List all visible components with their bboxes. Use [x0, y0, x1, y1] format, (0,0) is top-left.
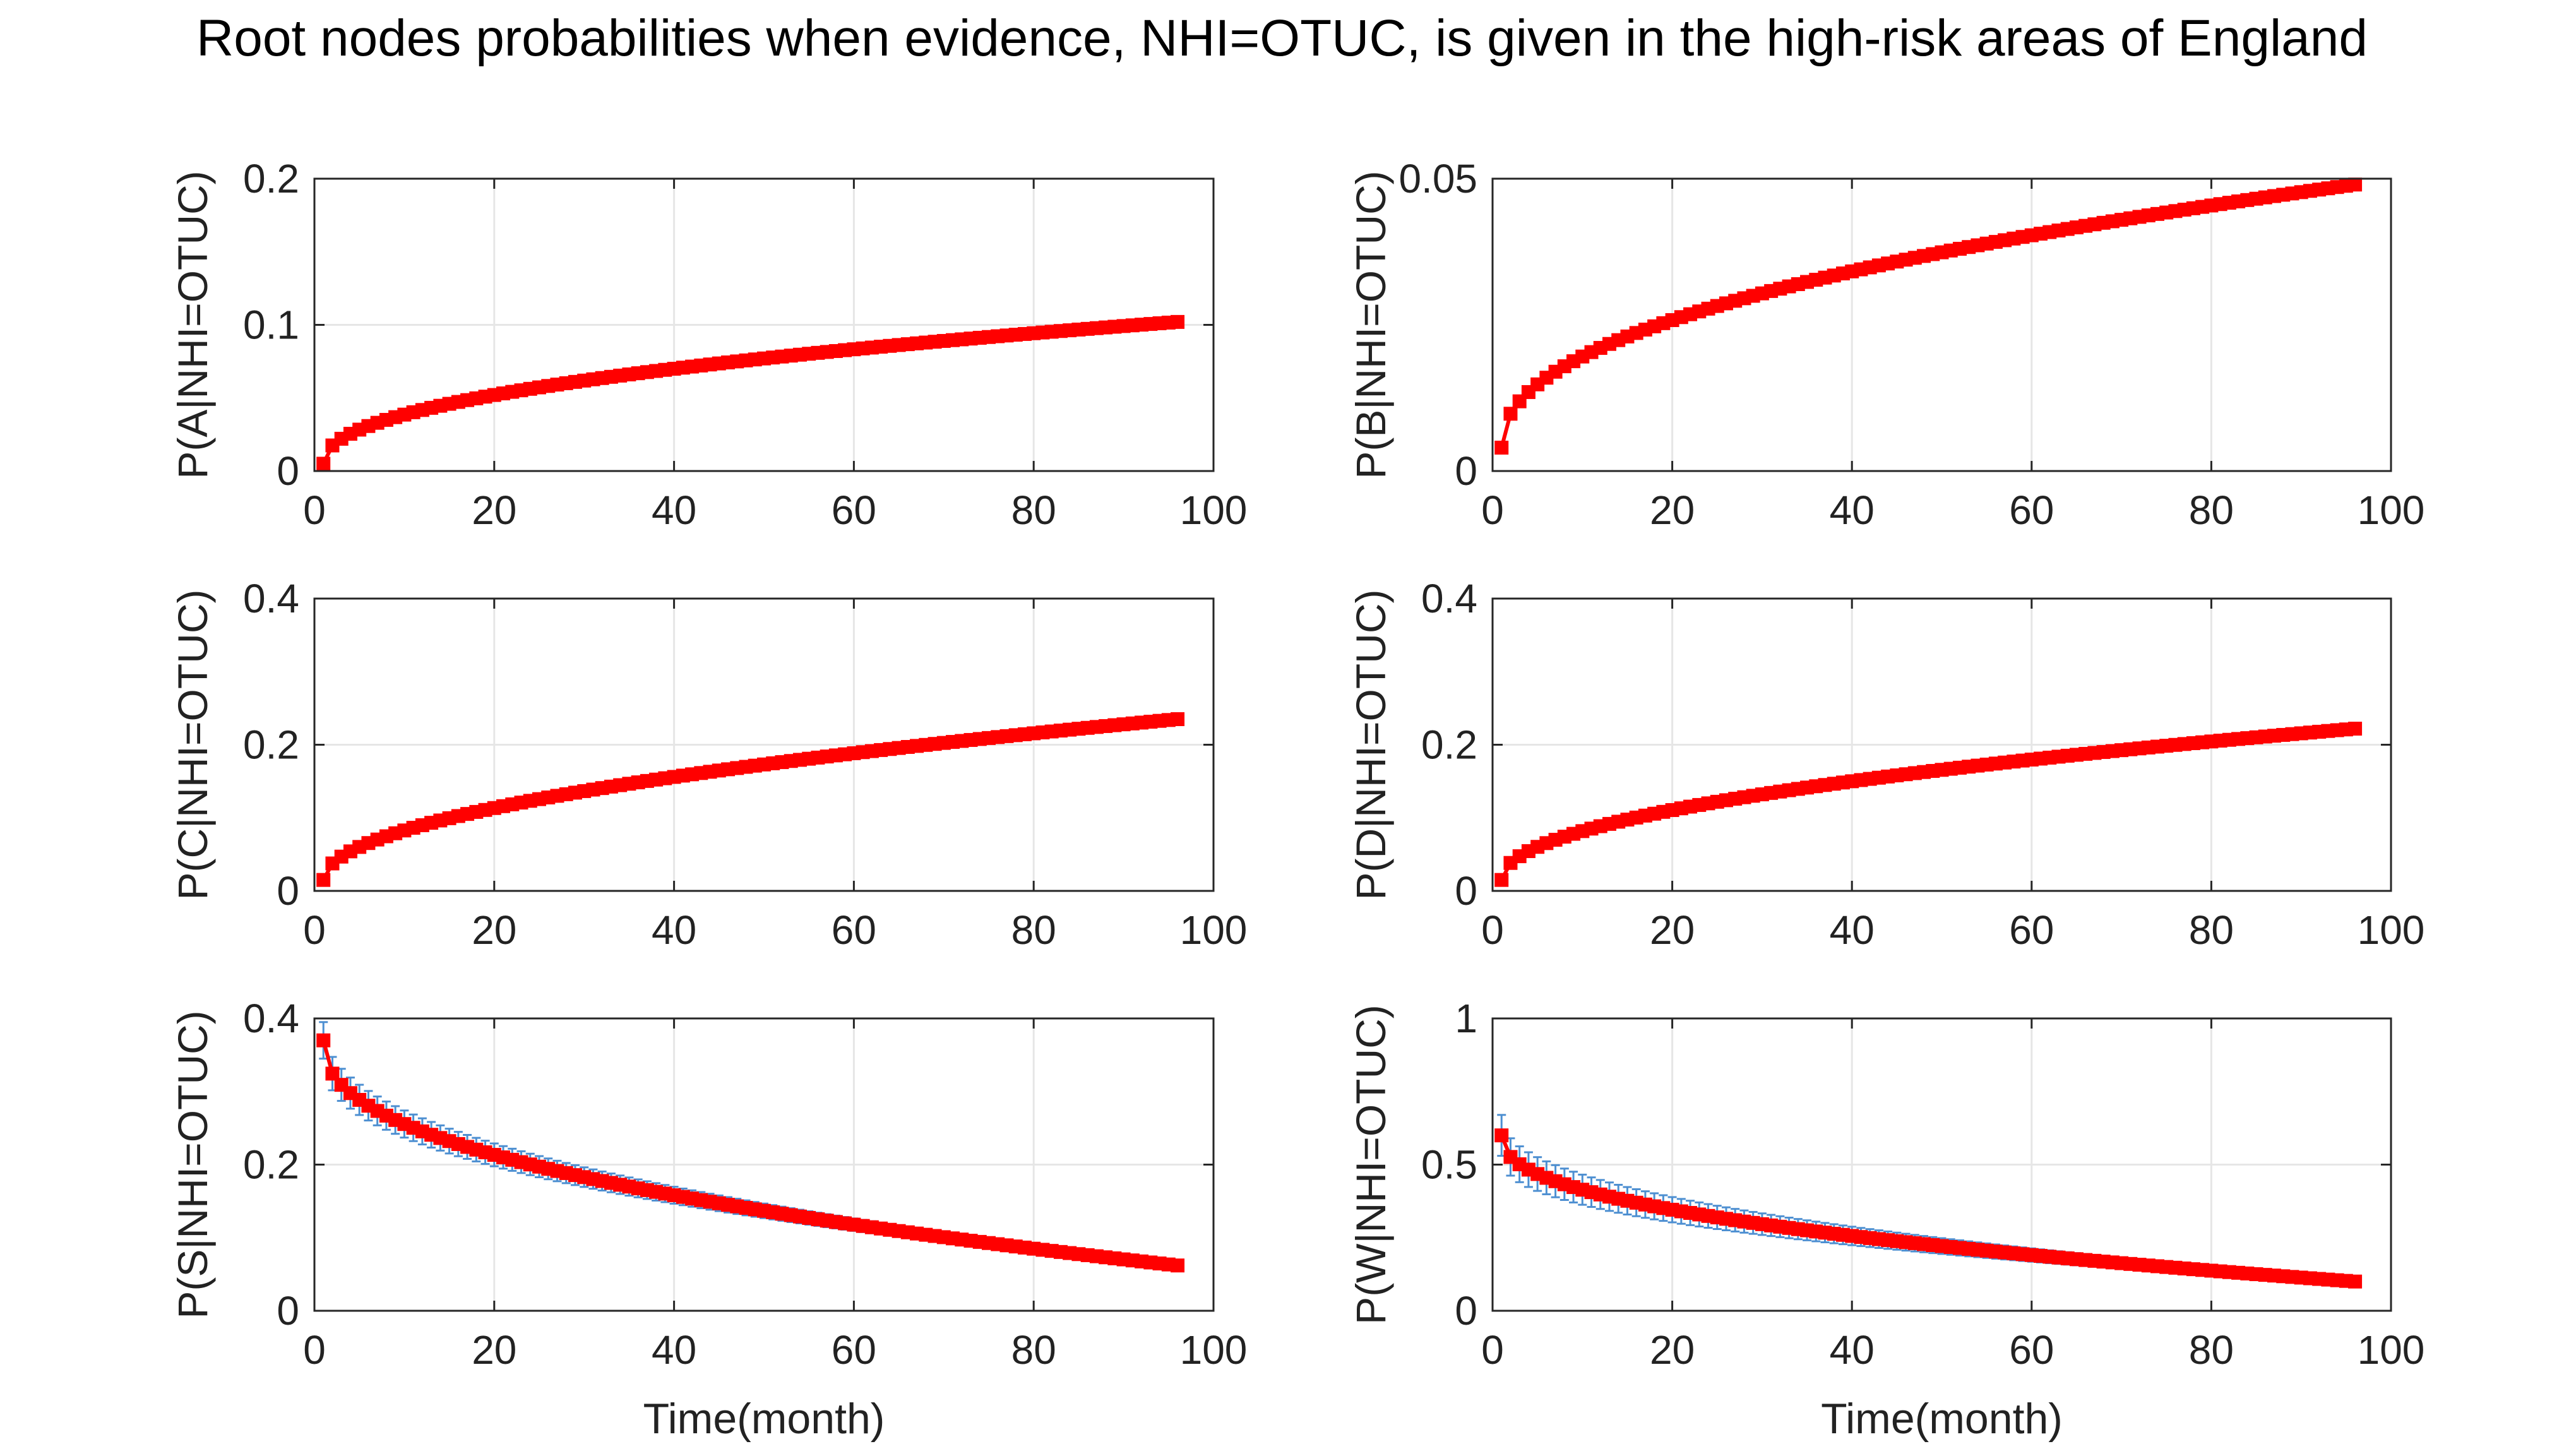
- x-tick-label: 100: [2358, 1327, 2425, 1373]
- x-tick-label: 40: [652, 907, 696, 953]
- y-tick-label: 0.2: [1421, 722, 1477, 768]
- x-tick-label: 80: [2189, 1327, 2234, 1373]
- y-tick-label: 0.05: [1398, 156, 1477, 201]
- series-1: [316, 314, 1185, 471]
- x-tick-label: 80: [1011, 487, 1056, 533]
- series-1: [1494, 177, 2363, 455]
- y-tick-label: 0: [277, 448, 299, 494]
- x-tick-label: 0: [1481, 487, 1504, 533]
- x-tick-label: 0: [303, 1327, 326, 1373]
- x-tick-label: 80: [1011, 1327, 1056, 1373]
- y-tick-label: 0.2: [243, 1142, 299, 1188]
- data-point: [2348, 1274, 2363, 1289]
- y-tick-label: 0.2: [243, 156, 299, 201]
- x-tick-label: 100: [1180, 1327, 1248, 1373]
- x-tick-label: 100: [2358, 907, 2425, 953]
- x-tick-label: 40: [1830, 1327, 1875, 1373]
- series-line: [321, 319, 1178, 465]
- data-point: [325, 1066, 340, 1081]
- x-tick-label: 20: [1650, 1327, 1695, 1373]
- series-1: [1494, 1114, 2363, 1289]
- y-axis-label: P(W|NHI=OTUC): [1347, 1005, 1394, 1325]
- data-point: [1171, 1258, 1185, 1273]
- figure-title: Root nodes probabilities when evidence, …: [196, 9, 2368, 67]
- series-line: [321, 717, 1178, 881]
- series-line: [1500, 182, 2356, 448]
- x-tick-label: 80: [2189, 907, 2234, 953]
- data-point: [1171, 712, 1185, 726]
- y-axis-label: P(S|NHI=OTUC): [169, 1010, 216, 1318]
- x-tick-label: 0: [1481, 907, 1504, 953]
- x-tick-label: 60: [832, 487, 876, 533]
- x-tick-label: 60: [832, 1327, 876, 1373]
- x-tick-label: 40: [652, 487, 696, 533]
- series-line: [1500, 727, 2356, 881]
- x-tick-label: 60: [2009, 907, 2054, 953]
- data-point: [1503, 407, 1518, 421]
- data-point: [1494, 1128, 1509, 1143]
- x-tick-label: 20: [472, 1327, 516, 1373]
- x-tick-label: 20: [472, 487, 516, 533]
- data-point: [316, 456, 331, 471]
- x-tick-label: 100: [2358, 487, 2425, 533]
- x-tick-label: 100: [1180, 907, 1248, 953]
- y-tick-label: 0.4: [1421, 576, 1477, 621]
- x-tick-label: 80: [1011, 907, 1056, 953]
- y-tick-label: 0.1: [243, 302, 299, 348]
- x-tick-label: 20: [1650, 907, 1695, 953]
- data-point: [1494, 440, 1509, 455]
- series-1: [316, 1021, 1185, 1273]
- y-tick-label: 0.2: [243, 722, 299, 768]
- data-point: [316, 1033, 331, 1047]
- subplot-1: 0 20 40 60 80 100 0 0.1 0.2 P(A|NHI=OTUC): [169, 156, 1247, 533]
- data-point: [1494, 873, 1509, 887]
- y-tick-label: 0: [277, 868, 299, 914]
- axes-box: [1491, 177, 2392, 472]
- y-axis-label: P(D|NHI=OTUC): [1347, 590, 1394, 900]
- x-axis-label: Time(month): [643, 1395, 885, 1443]
- data-point: [2348, 722, 2363, 736]
- x-tick-label: 0: [303, 907, 326, 953]
- subplot-6: 0 20 40 60 80 100 0 0.5 1 P(W|NHI=OTUC) Time(month…: [1347, 996, 2424, 1443]
- y-tick-label: 1: [1455, 996, 1477, 1041]
- y-tick-label: 0.4: [243, 576, 299, 621]
- x-tick-label: 40: [1830, 487, 1875, 533]
- y-tick-label: 0.5: [1421, 1142, 1477, 1188]
- y-tick-label: 0: [1455, 448, 1477, 494]
- x-tick-label: 60: [2009, 1327, 2054, 1373]
- x-tick-label: 100: [1180, 487, 1248, 533]
- series-1: [316, 712, 1185, 887]
- y-tick-label: 0: [1455, 1288, 1477, 1334]
- y-tick-label: 0.4: [243, 996, 299, 1041]
- y-axis-label: P(B|NHI=OTUC): [1347, 170, 1394, 479]
- y-axis-label: P(A|NHI=OTUC): [169, 170, 216, 479]
- subplot-2: 0 20 40 60 80 100 0 0.05P(B|NHI=OTUC): [1347, 156, 2424, 533]
- subplot-4: 0 20 40 60 80 100 0 0.2 0.4 P(D|NHI=OTUC): [1347, 576, 2424, 953]
- x-tick-label: 60: [2009, 487, 2054, 533]
- x-tick-label: 0: [1481, 1327, 1504, 1373]
- y-tick-label: 0: [1455, 868, 1477, 914]
- x-axis-label: Time(month): [1821, 1395, 2063, 1443]
- x-tick-label: 60: [832, 907, 876, 953]
- subplot-5: 0 20 40 60 80 100 0 0.2 0.4 P(S|NHI=OTUC) Time(mon…: [169, 996, 1247, 1443]
- x-tick-label: 80: [2189, 487, 2234, 533]
- x-tick-label: 20: [472, 907, 516, 953]
- x-tick-label: 0: [303, 487, 326, 533]
- data-point: [2348, 177, 2363, 192]
- x-tick-label: 20: [1650, 487, 1695, 533]
- series-1: [1494, 722, 2363, 887]
- subplot-3: 0 20 40 60 80 100 0 0.2 0.4 P(C|NHI=OTUC): [169, 576, 1247, 953]
- y-axis-label: P(C|NHI=OTUC): [169, 590, 216, 900]
- y-tick-label: 0: [277, 1288, 299, 1334]
- x-tick-label: 40: [1830, 907, 1875, 953]
- data-point: [316, 873, 331, 887]
- data-point: [1171, 314, 1185, 329]
- x-tick-label: 40: [652, 1327, 696, 1373]
